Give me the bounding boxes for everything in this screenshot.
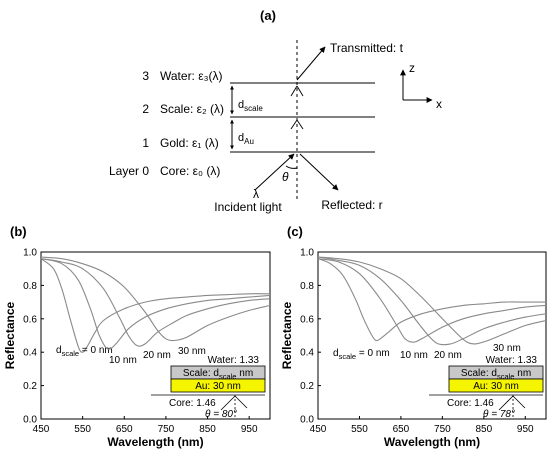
series-line-1 [40,258,271,350]
series-label-0: dscale = 0 nm [333,348,390,361]
y-tick-label: 0.2 [300,381,314,392]
inset-theta-label: θ = 80° [205,409,237,420]
x-tick-label: 450 [310,424,327,435]
inset-theta-label: θ = 78° [483,409,515,420]
reflected-label: Reflected: r [321,198,382,212]
y-tick-label: 0.4 [23,348,37,359]
transmitted-ray [296,46,326,81]
panel-a-label: (a) [260,8,276,23]
x-tick-label: 650 [393,424,410,435]
series-label-1: 10 nm [400,350,428,361]
y-tick-label: 0.8 [300,281,314,292]
panel-a: (a) 3 Water: ε₃(λ) 2 Scale: ε₂ (λ) 1 Gol… [109,8,442,214]
y-tick-label: 1.0 [300,248,314,259]
inset-scale-label: Scale: dscale nm [461,368,531,381]
layer-0-number: Layer 0 [109,164,149,178]
x-tick-label: 750 [434,424,451,435]
series-label-2: 20 nm [143,350,171,361]
layer-1-text: Gold: ε₁ (λ) [160,136,219,150]
x-tick-label: 550 [74,424,91,435]
y-axis-label: Reflectance [280,301,294,369]
reflected-ray [299,153,339,191]
series-label-3: 30 nm [493,343,521,354]
y-tick-label: 0.0 [23,415,37,426]
inset-au-layer [170,378,266,393]
transmitted-label: Transmitted: t [330,41,404,55]
inset-water-label: Water: 1.33 [208,355,260,366]
panel-label: (c) [287,224,303,239]
inset-au-layer [448,378,544,393]
chart-panel-c: (c) 0.0 0.2 0.4 0.6 0.8 1.0 450 550 650 750 850 950 W… [280,224,547,449]
theta-label: θ [282,170,289,184]
incident-light-label: Incident light [214,200,282,214]
inset-au-label: Au: 30 nm [473,381,519,392]
x-axis-label: Wavelength (nm) [384,435,480,449]
series-line-2 [40,258,271,347]
y-tick-label: 0.4 [300,348,314,359]
layer-3-text: Water: ε₃(λ) [160,69,222,83]
panel-label: (b) [10,224,27,239]
internal-ray-1 [290,119,298,130]
inset-reflected-ray [512,395,526,409]
d-scale-label: dscale [238,99,263,113]
inset-core-label: Core: 1.46 [169,398,216,409]
x-tick-label: 650 [116,424,133,435]
series-line-0 [317,258,546,342]
inset-incident-ray [498,395,514,411]
x-axis-label: x [436,97,442,111]
series-line-3 [317,256,547,345]
x-tick-label: 950 [517,424,534,435]
x-axis-label: Wavelength (nm) [107,435,203,449]
internal-ray-2 [296,119,304,130]
inset-incident-ray [220,395,236,411]
incident-ray [254,153,295,191]
x-tick-label: 550 [351,424,368,435]
x-tick-label: 450 [33,424,50,435]
internal-ray-3 [290,85,298,97]
series-label-3: 30 nm [178,346,206,357]
y-tick-label: 0.8 [23,281,37,292]
inset-reflected-ray [234,395,248,409]
series-line-3 [40,256,271,342]
inset-au-label: Au: 30 nm [195,381,241,392]
layer-2-text: Scale: ε₂ (λ) [160,102,224,116]
lambda-label: λ [253,187,259,201]
d-au-label: dAu [238,132,254,146]
series-label-2: 20 nm [434,350,462,361]
series-line-2 [317,256,547,346]
y-tick-label: 0.0 [300,415,314,426]
layer-3-number: 3 [142,69,149,83]
z-axis-label: z [409,61,415,75]
x-tick-label: 750 [158,424,175,435]
internal-ray-4 [296,85,304,97]
inset-water-label: Water: 1.33 [486,355,538,366]
series-label-1: 10 nm [109,355,137,366]
series-line-0 [40,258,271,353]
layer-2-number: 2 [142,102,149,116]
y-tick-label: 0.6 [23,314,37,325]
x-tick-label: 850 [199,424,216,435]
inset-scale-label: Scale: dscale nm [183,368,253,381]
y-tick-label: 0.6 [300,314,314,325]
series-label-0: dscale = 0 nm [56,345,113,358]
chart-panel-b: (b) 0.0 0.2 0.4 0.6 0.8 1.0 450 550 650 750 850 950 W… [3,224,271,449]
plot-frame [317,251,547,420]
x-tick-label: 850 [475,424,492,435]
layer-0-text: Core: ε₀ (λ) [160,164,220,178]
y-tick-label: 0.2 [23,381,37,392]
series-line-1 [317,258,547,343]
y-axis-label: Reflectance [3,301,17,369]
y-tick-label: 1.0 [23,248,37,259]
theta-arc [285,165,298,169]
layer-1-number: 1 [142,136,149,150]
plot-frame [40,251,271,420]
x-tick-label: 950 [241,424,258,435]
inset-core-label: Core: 1.46 [447,398,494,409]
